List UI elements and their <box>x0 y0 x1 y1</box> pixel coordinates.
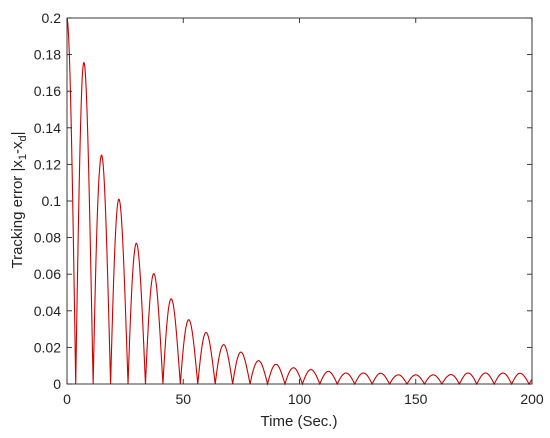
x-axis-ticks: 0 50 100 150 200 <box>63 18 544 407</box>
x-tick-label: 200 <box>520 391 544 407</box>
x-axis-label: Time (Sec.) <box>261 413 338 430</box>
x-tick-label: 150 <box>404 391 428 407</box>
y-tick-label: 0.18 <box>34 47 61 63</box>
error-curve <box>66 17 533 387</box>
y-tick-label: 0.02 <box>34 339 61 355</box>
plot-area <box>67 18 532 384</box>
y-tick-label: 0.08 <box>34 230 61 246</box>
y-axis-ticks: 0 0.02 0.04 0.06 0.08 0.1 0.12 0.14 0.16 0.18 0.2 <box>34 10 532 392</box>
y-tick-label: 0.04 <box>34 303 61 319</box>
x-tick-label: 50 <box>175 391 191 407</box>
y-tick-label: 0.2 <box>42 10 62 26</box>
y-axis-label-suffix: | <box>9 131 26 135</box>
y-tick-label: 0.16 <box>34 83 61 99</box>
y-tick-label: 0 <box>53 376 61 392</box>
plot-background <box>67 18 532 384</box>
y-tick-label: 0.06 <box>34 266 61 282</box>
curve-layer <box>66 17 533 387</box>
y-tick-label: 0.14 <box>34 120 61 136</box>
y-tick-label: 0.1 <box>42 193 62 209</box>
y-tick-label: 0.12 <box>34 156 61 172</box>
y-axis-label: Tracking error |x1-xd| <box>9 131 29 268</box>
y-axis-label-mid: -x <box>9 141 26 154</box>
y-axis-label-sub2: d <box>17 135 29 141</box>
x-tick-label: 100 <box>288 391 312 407</box>
y-axis-label-sub1: 1 <box>17 154 29 160</box>
x-tick-label: 0 <box>63 391 71 407</box>
y-axis-label-prefix: Tracking error |x <box>9 160 26 269</box>
